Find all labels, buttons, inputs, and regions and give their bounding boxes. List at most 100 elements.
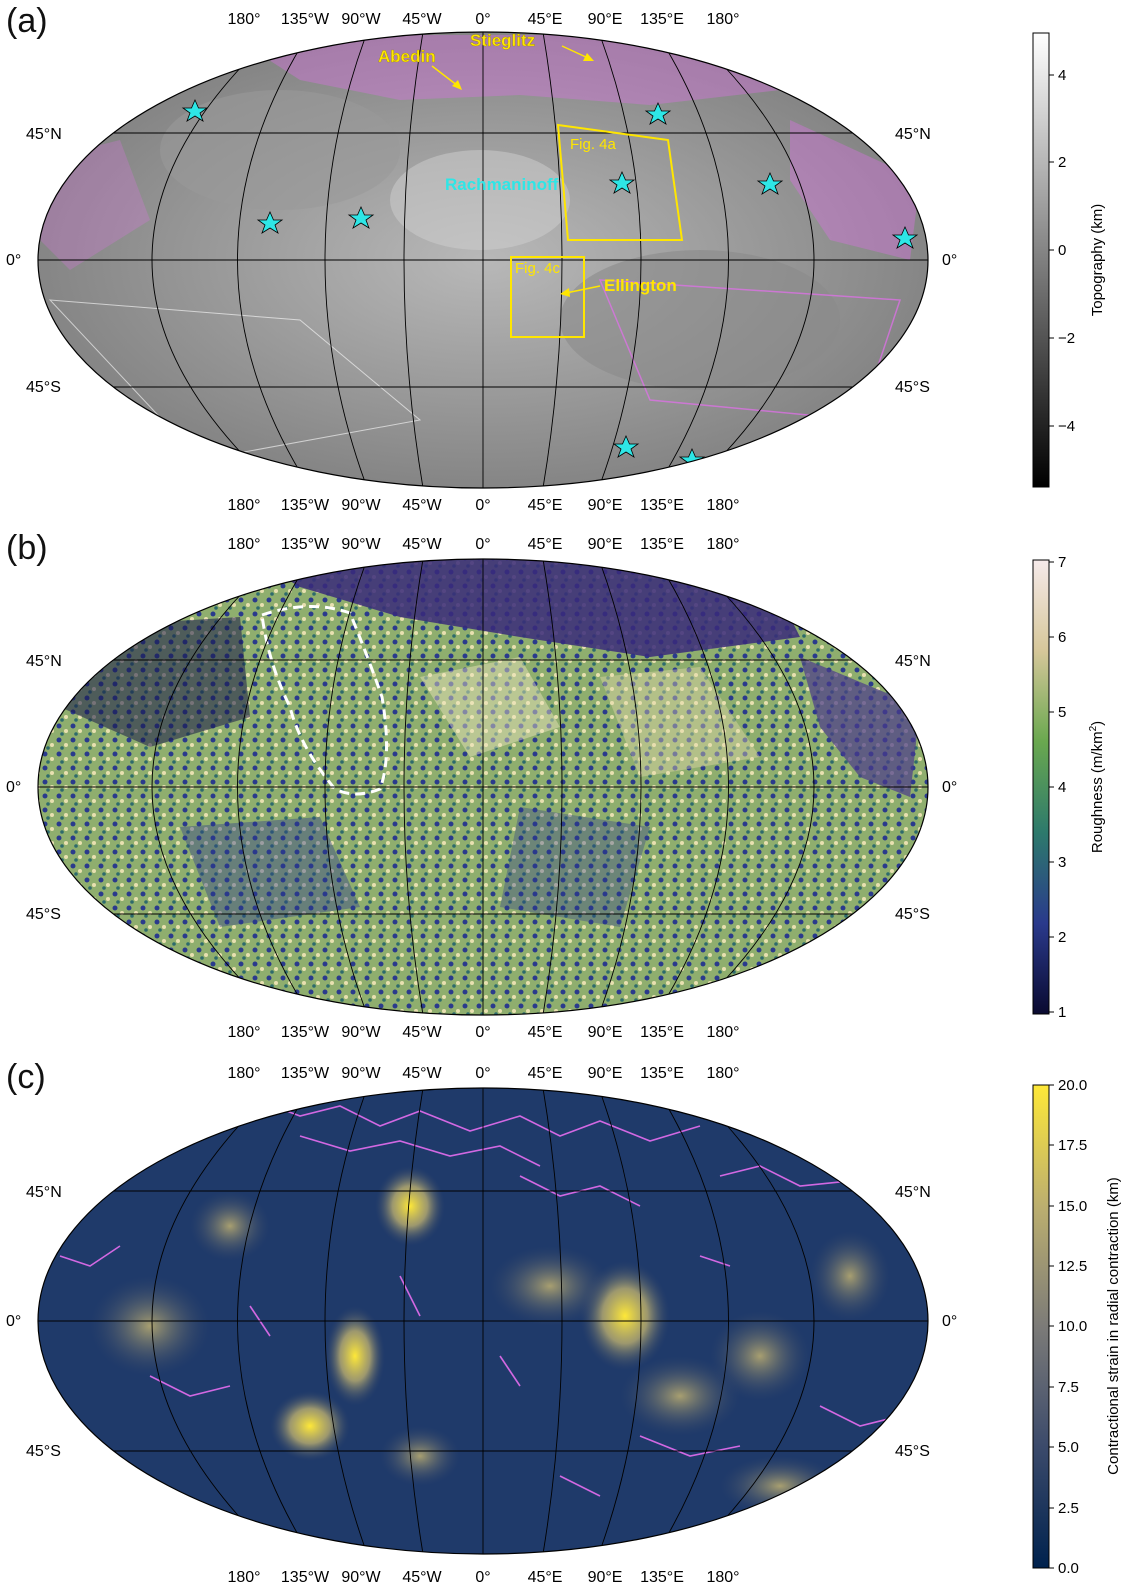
map-b: 180° 135°W 90°W 45°W 0° 45°E 90°E 135°E …: [6, 536, 1106, 1041]
lon-label: 0°: [475, 497, 490, 514]
panel-letter: (a): [6, 2, 48, 40]
lon-label: 180°: [706, 1569, 739, 1586]
lon-label: 0°: [475, 536, 490, 553]
cbar-tick: 10.0: [1058, 1318, 1087, 1335]
lat-label: 45°S: [895, 379, 930, 396]
lon-label: 45°E: [528, 497, 563, 514]
cbar-tick: 7.5: [1058, 1379, 1079, 1396]
lon-label: 135°E: [640, 1065, 684, 1082]
lon-label: 45°E: [528, 1024, 563, 1041]
map-a-body: Abedin Stieglitz Rachmaninoff Ellington …: [38, 32, 928, 488]
lon-label: 90°E: [588, 11, 623, 28]
lat-labels: 45°N 45°N 0° 0° 45°S 45°S: [6, 653, 957, 923]
lon-label: 135°W: [281, 536, 330, 553]
lon-label: 135°E: [640, 497, 684, 514]
panel-b: (b) 180° 135°W 90°W 45°W 0° 45°E 90°E: [0, 527, 1140, 1050]
lon-label: 135°E: [640, 536, 684, 553]
star-marker: [256, 211, 284, 234]
colorbar-ticks: 7 6 5 4 3 2 1: [1049, 554, 1066, 1021]
lon-label: 90°W: [341, 497, 381, 514]
colorbar-ticks: 20.0 17.5 15.0 12.5 10.0 7.5 5.0 2.5 0.0: [1049, 1077, 1087, 1577]
lon-labels-top: 180° 135°W 90°W 45°W 0° 45°E 90°E 135°E …: [227, 1065, 739, 1082]
cbar-tick: 7: [1058, 554, 1066, 571]
star-markers: [181, 99, 919, 471]
colorbar-a: 4 2 0 −2 −4 Topography (km): [1032, 32, 1106, 488]
lon-label: 45°E: [528, 1569, 563, 1586]
lat-label: 45°N: [26, 653, 62, 670]
cbar-tick: 2.5: [1058, 1500, 1079, 1517]
colorbar-label: Contractional strain in radial contracti…: [1105, 1177, 1122, 1475]
lat-label: 45°S: [895, 906, 930, 923]
star-marker: [347, 206, 375, 229]
lon-label: 135°E: [640, 11, 684, 28]
cbar-tick: 3: [1058, 854, 1066, 871]
lon-label: 45°W: [402, 536, 442, 553]
lon-label: 180°: [706, 11, 739, 28]
lon-label: 180°: [227, 1065, 260, 1082]
lon-label: 180°: [227, 536, 260, 553]
lon-label: 180°: [706, 536, 739, 553]
lon-label: 45°E: [528, 536, 563, 553]
lat-label: 45°S: [26, 906, 61, 923]
lon-label: 45°E: [528, 1065, 563, 1082]
cbar-tick: 6: [1058, 629, 1066, 646]
cbar-tick: 20.0: [1058, 1077, 1087, 1094]
lon-label: 180°: [227, 11, 260, 28]
lon-label: 180°: [706, 1024, 739, 1041]
lat-label: 0°: [6, 252, 21, 269]
lat-label: 45°S: [26, 379, 61, 396]
lon-label: 180°: [227, 1024, 260, 1041]
panel-letter: (b): [6, 529, 48, 567]
fig4a-box: [556, 123, 684, 241]
lat-label: 0°: [6, 779, 21, 796]
lat-label: 0°: [942, 779, 957, 796]
cbar-tick: −2: [1058, 330, 1075, 347]
cbar-tick: 2: [1058, 929, 1066, 946]
lon-label: 90°W: [341, 1024, 381, 1041]
label-abedin: Abedin: [378, 47, 436, 66]
lon-labels-bottom: 180° 135°W 90°W 45°W 0° 45°E 90°E 135°E …: [227, 1569, 739, 1586]
lon-label: 90°W: [341, 1569, 381, 1586]
lat-label: 0°: [942, 252, 957, 269]
lon-label: 0°: [475, 1065, 490, 1082]
lat-label: 45°N: [26, 126, 62, 143]
fig4c-box: [510, 256, 585, 338]
star-marker: [644, 102, 672, 125]
cbar-tick: 1: [1058, 1004, 1066, 1021]
map-a: 180° 135°W 90°W 45°W 0° 45°E 90°E 135°E …: [6, 11, 1106, 514]
lon-label: 135°W: [281, 1569, 330, 1586]
lat-label: 45°N: [895, 653, 931, 670]
lon-label: 135°W: [281, 1065, 330, 1082]
lat-label: 45°S: [26, 1443, 61, 1460]
panel-c: (c) 180° 135°W 90°W 45°W 0° 45°E 90°E: [0, 1056, 1140, 1589]
lon-label: 0°: [475, 11, 490, 28]
lon-label: 135°E: [640, 1569, 684, 1586]
lon-label: 45°W: [402, 1024, 442, 1041]
lat-labels: 45°N 45°N 0° 0° 45°S 45°S: [6, 1184, 957, 1460]
star-marker: [608, 171, 636, 194]
colorbar-label: Topography (km): [1089, 204, 1106, 317]
lon-label: 90°W: [341, 536, 381, 553]
cbar-tick: 0.0: [1058, 1560, 1079, 1577]
lat-label: 45°N: [26, 1184, 62, 1201]
cbar-tick: 4: [1058, 779, 1066, 796]
lon-label: 90°E: [588, 536, 623, 553]
lon-label: 90°E: [588, 1024, 623, 1041]
lon-label: 45°E: [528, 11, 563, 28]
label-fig4c: Fig. 4c: [515, 260, 561, 277]
lon-labels-top: 180° 135°W 90°W 45°W 0° 45°E 90°E 135°E …: [227, 536, 739, 553]
lon-label: 45°W: [402, 1065, 442, 1082]
cbar-tick: 2: [1058, 154, 1066, 171]
cbar-tick: 0: [1058, 242, 1066, 259]
lon-label: 90°E: [588, 1569, 623, 1586]
star-marker: [612, 435, 640, 458]
lon-labels-bottom: 180° 135°W 90°W 45°W 0° 45°E 90°E 135°E …: [227, 497, 739, 514]
cbar-tick: 17.5: [1058, 1137, 1087, 1154]
lat-label: 0°: [942, 1313, 957, 1330]
lon-label: 0°: [475, 1024, 490, 1041]
lon-label: 135°W: [281, 497, 330, 514]
lon-label: 180°: [706, 1065, 739, 1082]
lon-label: 90°W: [341, 11, 381, 28]
lon-label: 90°E: [588, 1065, 623, 1082]
lat-labels: 45°N 45°N 0° 0° 45°S 45°S: [6, 126, 957, 396]
